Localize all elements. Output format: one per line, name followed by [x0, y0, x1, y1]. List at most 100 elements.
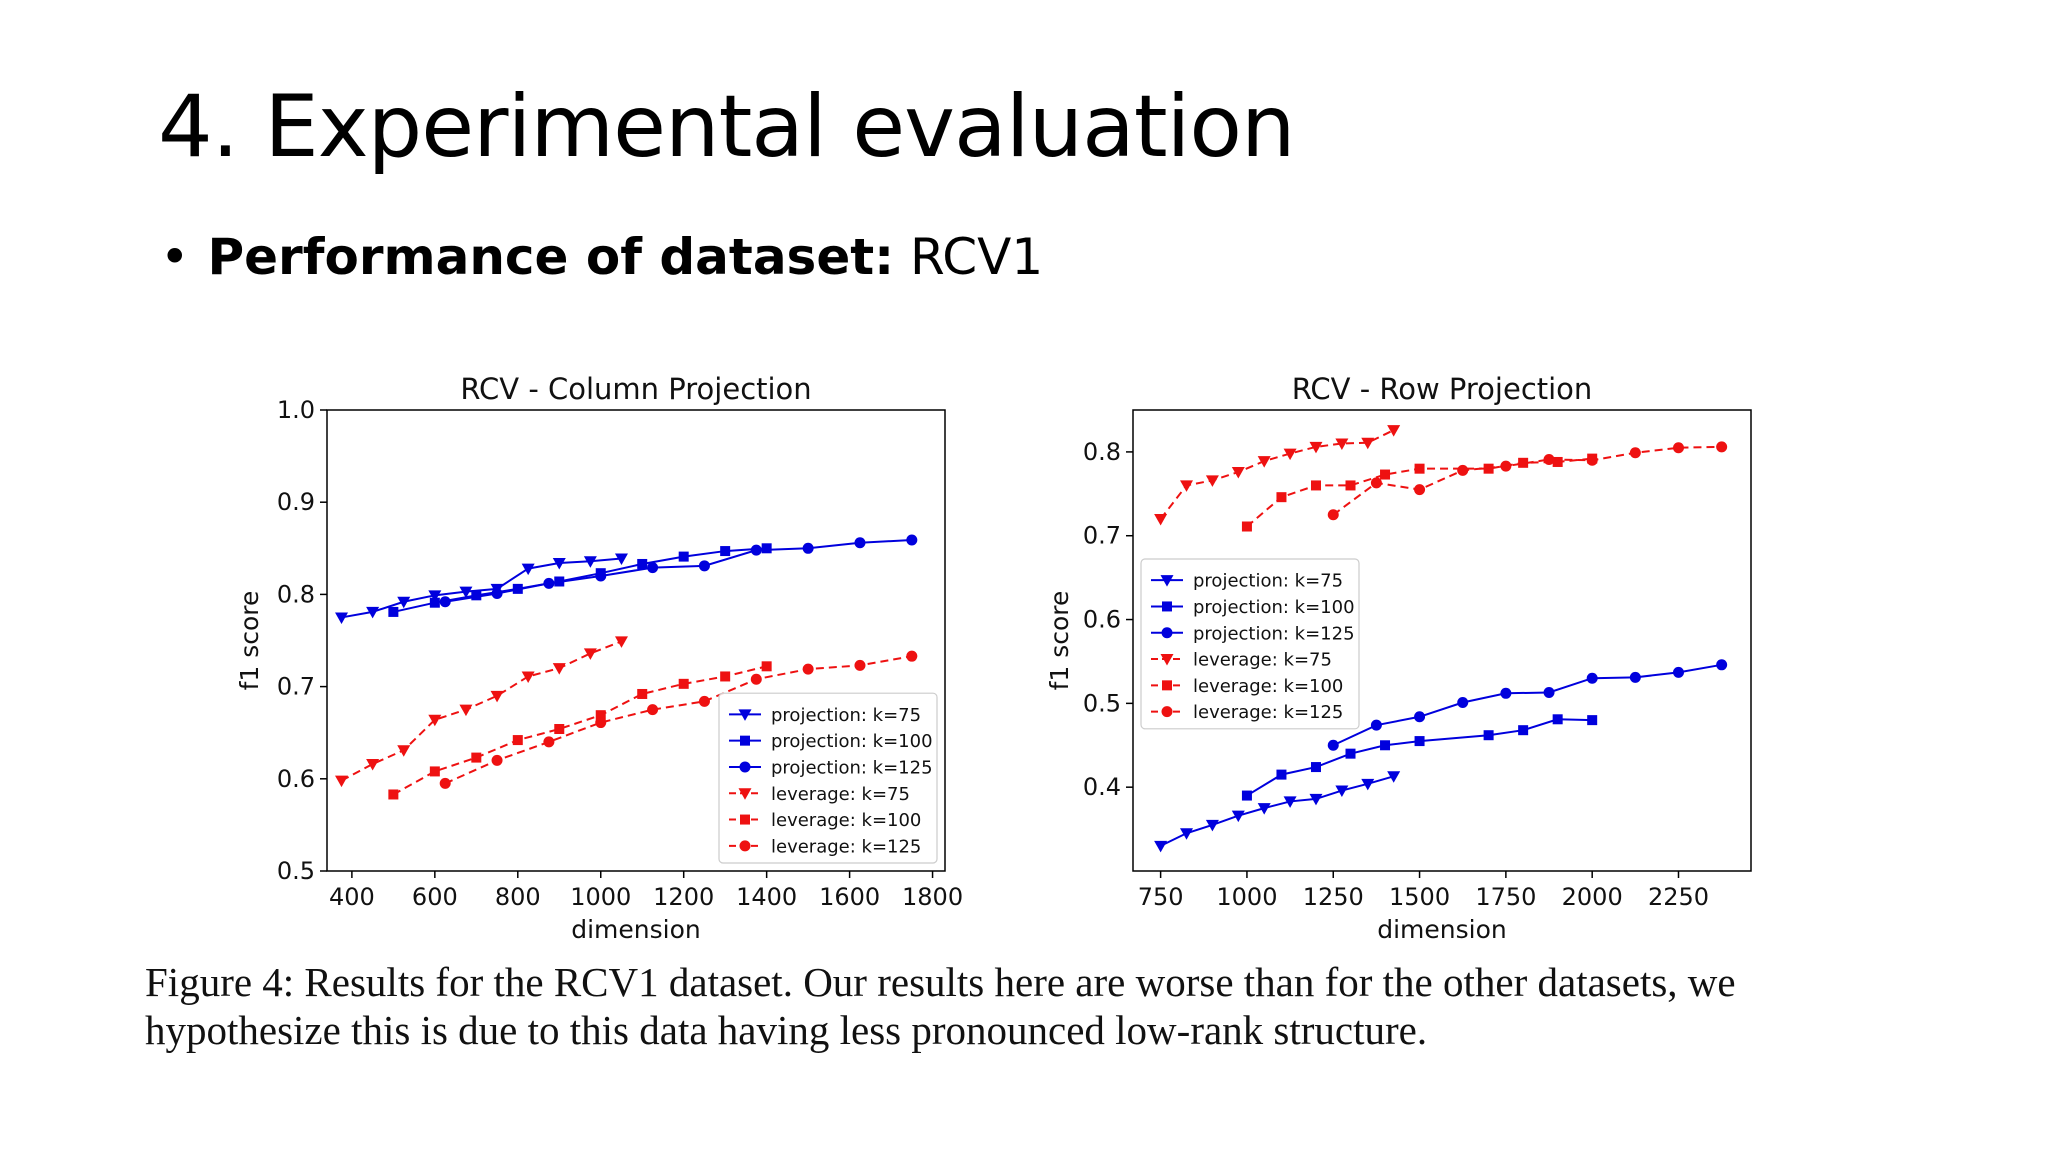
- row-proj-legend-marker: [1161, 627, 1173, 639]
- row-proj-series-line: [1332, 445, 1722, 516]
- col-proj-data-point: [614, 553, 628, 565]
- col-proj-data-point: [335, 612, 349, 624]
- row-proj-data-point: [1414, 484, 1426, 496]
- row-proj-series-3: [1327, 659, 1728, 751]
- row-proj-data-point: [1154, 513, 1168, 526]
- col-proj-y-tick-label: 1.0: [277, 396, 315, 424]
- row-proj-series-line: [1246, 457, 1593, 528]
- row-proj-legend-marker: [1161, 706, 1173, 718]
- col-proj-data-point: [678, 551, 689, 562]
- row-proj-data-point: [1241, 790, 1252, 801]
- col-proj-legend-entry: projection: k=75: [771, 705, 921, 726]
- col-proj-data-point: [429, 766, 440, 777]
- row-proj-legend-box: [1140, 558, 1360, 730]
- row-proj-data-point: [1327, 509, 1339, 521]
- row-proj-data-point: [1457, 697, 1469, 709]
- caption-line-2: hypothesize this is due to this data hav…: [145, 1007, 1428, 1053]
- col-proj-data-point: [854, 659, 866, 671]
- col-proj-series-line: [341, 557, 622, 619]
- row-proj-data-point: [1309, 441, 1323, 454]
- col-proj-plot-frame: [326, 409, 946, 872]
- row-proj-data-point: [1716, 441, 1728, 453]
- col-proj-x-tick-label: 1600: [819, 883, 880, 911]
- row-proj-data-point: [1205, 819, 1219, 832]
- bullet-bold-text: Performance of dataset:: [207, 228, 895, 286]
- slide-title: 4. Experimental evaluation: [158, 77, 1296, 177]
- row-proj-data-point: [1552, 714, 1563, 725]
- col-proj-data-point: [366, 606, 380, 619]
- col-proj-data-point: [543, 577, 555, 589]
- bullet-point: • Performance of dataset: RCV1: [160, 222, 1043, 292]
- row-proj-data-point: [1361, 437, 1375, 450]
- row-proj-legend-entry: leverage: k=125: [1193, 702, 1343, 723]
- row-proj-x-tick-label: 750: [1138, 883, 1184, 911]
- col-proj-data-point: [698, 560, 710, 572]
- col-proj-data-point: [614, 636, 628, 648]
- col-proj-legend-marker: [738, 788, 752, 800]
- row-proj-data-point: [1361, 778, 1375, 791]
- row-proj-data-point: [1543, 453, 1555, 465]
- row-proj-legend-entry: projection: k=100: [1193, 597, 1355, 618]
- col-proj-series-5: [388, 661, 772, 800]
- row-proj-data-point: [1414, 736, 1425, 747]
- row-proj-y-axis-label: f1 score: [1045, 591, 1074, 691]
- row-proj-data-point: [1552, 456, 1563, 467]
- col-proj-data-point: [583, 556, 597, 568]
- row-proj-data-point: [1543, 686, 1555, 698]
- row-proj-data-point: [1231, 810, 1245, 823]
- bullet-marker: •: [160, 228, 190, 286]
- row-proj-data-point: [1310, 762, 1321, 773]
- row-proj-legend-marker: [1162, 680, 1172, 691]
- col-proj-y-axis-label: f1 score: [235, 591, 264, 691]
- row-proj-legend-entry: projection: k=125: [1193, 623, 1355, 644]
- row-proj-series-line: [1159, 429, 1395, 520]
- col-proj-x-tick-label: 400: [329, 883, 375, 911]
- col-proj-data-point: [678, 678, 689, 689]
- col-proj-data-point: [471, 590, 482, 601]
- col-proj-data-point: [761, 661, 772, 672]
- row-proj-series-line: [1246, 718, 1593, 797]
- col-proj-data-point: [439, 777, 451, 789]
- col-proj-series-4: [335, 636, 628, 788]
- col-proj-legend: projection: k=75 projection: k=100 project…: [718, 692, 938, 864]
- row-proj-data-point: [1380, 740, 1391, 751]
- row-proj-y-tick-label: 0.5: [1083, 689, 1121, 717]
- row-proj-data-point: [1309, 793, 1323, 806]
- col-proj-data-point: [459, 586, 473, 599]
- bullet-text: RCV1: [894, 228, 1044, 286]
- col-proj-y-tick-label: 0.9: [277, 488, 315, 516]
- col-proj-data-point: [429, 597, 440, 608]
- col-proj-data-point: [428, 714, 442, 727]
- col-proj-legend-marker: [740, 735, 750, 746]
- col-proj-data-point: [552, 663, 566, 675]
- col-proj-data-point: [428, 590, 442, 602]
- col-proj-data-point: [397, 596, 411, 609]
- row-proj-series-4: [1154, 425, 1401, 526]
- col-proj-y-tick-label: 0.8: [277, 580, 315, 608]
- col-proj-data-point: [647, 704, 659, 716]
- col-proj-data-point: [720, 671, 731, 682]
- col-proj-data-point: [637, 558, 648, 569]
- col-proj-data-point: [595, 710, 606, 721]
- col-proj-legend-marker: [740, 814, 750, 825]
- col-proj-data-point: [552, 558, 566, 570]
- row-proj-plot-frame: [1132, 409, 1752, 872]
- col-proj-data-point: [439, 596, 451, 608]
- chart-column-projection: RCV - Column Projection 400 600 800 1000 1200…: [220, 360, 980, 955]
- col-proj-series-line: [341, 640, 622, 782]
- row-proj-x-axis-label: dimension: [1377, 915, 1507, 944]
- col-proj-series-line: [444, 655, 912, 785]
- col-proj-data-point: [388, 606, 399, 617]
- row-proj-data-point: [1587, 715, 1598, 726]
- row-proj-x-tick-label: 1000: [1216, 883, 1277, 911]
- row-proj-data-point: [1345, 480, 1356, 491]
- row-proj-series-2: [1241, 714, 1598, 801]
- row-proj-data-point: [1483, 730, 1494, 741]
- row-proj-data-point: [1629, 447, 1641, 459]
- col-proj-data-point: [750, 544, 762, 556]
- col-proj-series-6: [439, 650, 918, 789]
- col-proj-series-line: [392, 665, 767, 796]
- row-proj-series-line: [1160, 775, 1394, 847]
- row-proj-legend-entry: leverage: k=100: [1193, 676, 1343, 697]
- row-proj-title: RCV - Row Projection: [1292, 372, 1593, 406]
